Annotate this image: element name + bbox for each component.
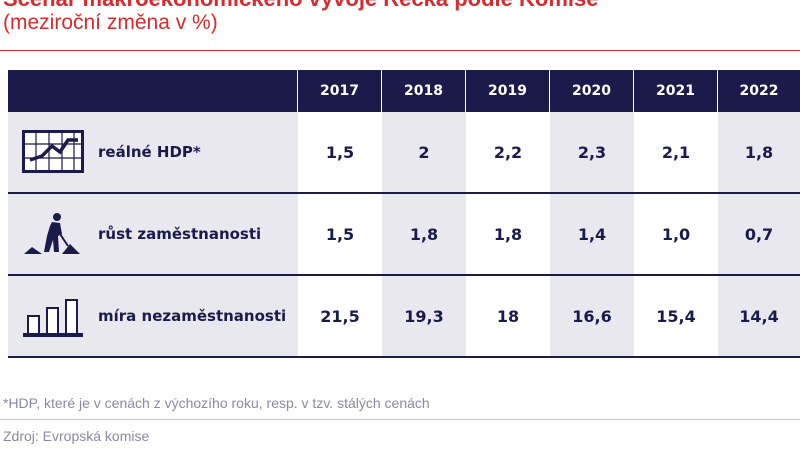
page-subtitle: (meziroční změna v %) [3,11,218,34]
table-cell: 1,0 [661,224,691,244]
data-table: 2017 2018 2019 2020 2021 2022 reálné HDP… [8,70,800,358]
year-header: 2021 [634,70,718,112]
table-cell: 18 [496,306,520,326]
table-cell: 1,8 [718,112,800,192]
worker-shovel-icon [24,213,80,254]
year-header: 2017 [298,70,382,112]
table-cell: 2 [382,112,466,192]
bar-chart-icon [23,299,83,337]
footer-divider [0,419,800,420]
table-cell: 14,4 [718,276,800,356]
row-label: růst zaměstnanosti [98,225,262,243]
table-cell: 2,3 [550,112,634,192]
table-cell: 1,4 [550,194,634,274]
source-note: Zdroj: Evropská komise [3,428,150,444]
year-header: 2018 [382,70,466,112]
table-row: růst zaměstnanosti 1,5 1,8 1,8 1,4 1,0 0… [8,194,800,276]
year-header: 2020 [550,70,634,112]
table-cell: 0,7 [718,194,800,274]
row-label: reálné HDP* [98,143,201,161]
year-header: 2022 [739,83,779,99]
table-cell: 2,1 [661,142,691,162]
table-cell: 15,4 [656,306,696,326]
table-row: míra nezaměstnanosti 21,5 19,3 18 16,6 1… [8,276,800,358]
line-chart-icon [22,130,84,173]
table-cell: 1,5 [325,142,355,162]
table-row: reálné HDP* 1,5 2 2,2 2,3 2,1 1,8 [8,112,800,194]
table-cell: 21,5 [320,306,360,326]
table-cell: 1,5 [325,224,355,244]
row-label: míra nezaměstnanosti [98,307,287,325]
table-cell: 19,3 [382,276,466,356]
table-cell: 16,6 [550,276,634,356]
table-cell: 2,2 [493,142,523,162]
page-title: Scénář makroekonomického vývoje Řecka po… [3,0,598,12]
title-divider [0,50,800,51]
year-header: 2019 [466,70,550,112]
table-header: 2017 2018 2019 2020 2021 2022 [8,70,800,112]
table-cell: 1,8 [493,224,523,244]
footnote: *HDP, které je v cenách z výchozího roku… [3,395,430,411]
table-cell: 1,8 [382,194,466,274]
